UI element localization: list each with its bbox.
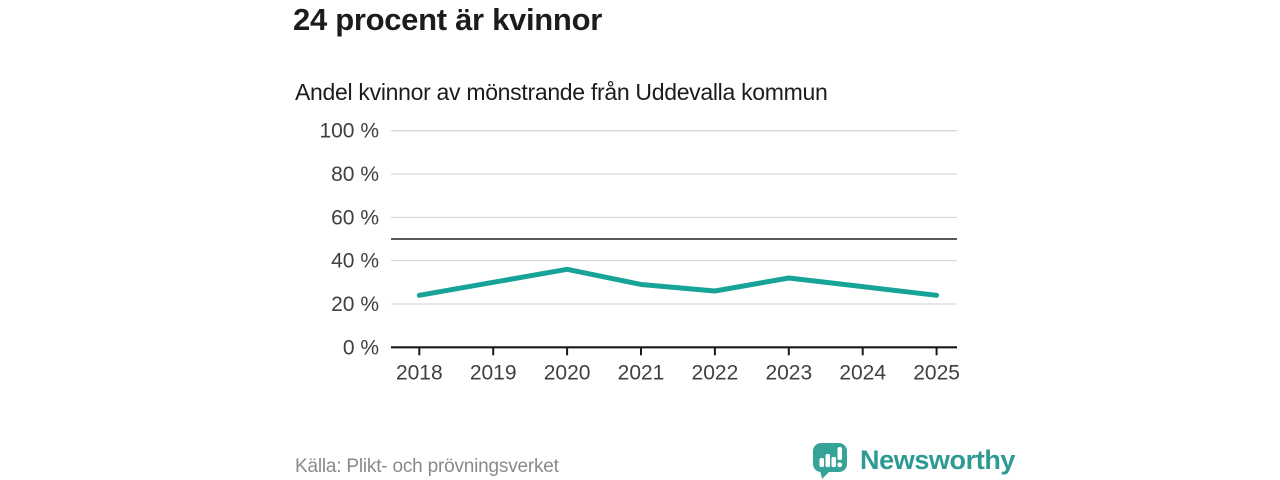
y-tick-label: 80 % [331, 163, 379, 186]
x-tick-label: 2021 [618, 361, 665, 384]
y-tick-label: 100 % [319, 120, 379, 143]
y-tick-label: 0 % [343, 336, 379, 359]
newsworthy-logo: Newsworthy [812, 442, 1015, 479]
x-tick-label: 2020 [544, 361, 591, 384]
chart-title: 24 procent är kvinnor [293, 2, 602, 37]
chart-subtitle: Andel kvinnor av mönstrande från Uddeval… [295, 79, 828, 105]
x-tick-label: 2023 [765, 361, 812, 384]
x-tick-label: 2024 [839, 361, 886, 384]
y-tick-label: 40 % [331, 250, 379, 273]
x-tick-label: 2019 [470, 361, 517, 384]
logo-exclamation-dot [837, 462, 843, 468]
logo-bar-short [831, 457, 836, 467]
logo-exclamation-bar [837, 447, 842, 460]
y-tick-label: 20 % [331, 293, 379, 316]
logo-bar-small [819, 458, 824, 467]
y-tick-label: 60 % [331, 206, 379, 229]
newsworthy-logo-text: Newsworthy [860, 445, 1016, 475]
newsworthy-logo-icon [813, 443, 847, 479]
source-note: Källa: Plikt- och prövningsverket [295, 456, 559, 477]
x-tick-label: 2022 [692, 361, 739, 384]
logo-bar-medium [825, 454, 830, 467]
x-tick-label: 2025 [913, 361, 960, 384]
data-line-andel-kvinnor [416, 266, 940, 298]
x-tick-label: 2018 [396, 361, 443, 384]
